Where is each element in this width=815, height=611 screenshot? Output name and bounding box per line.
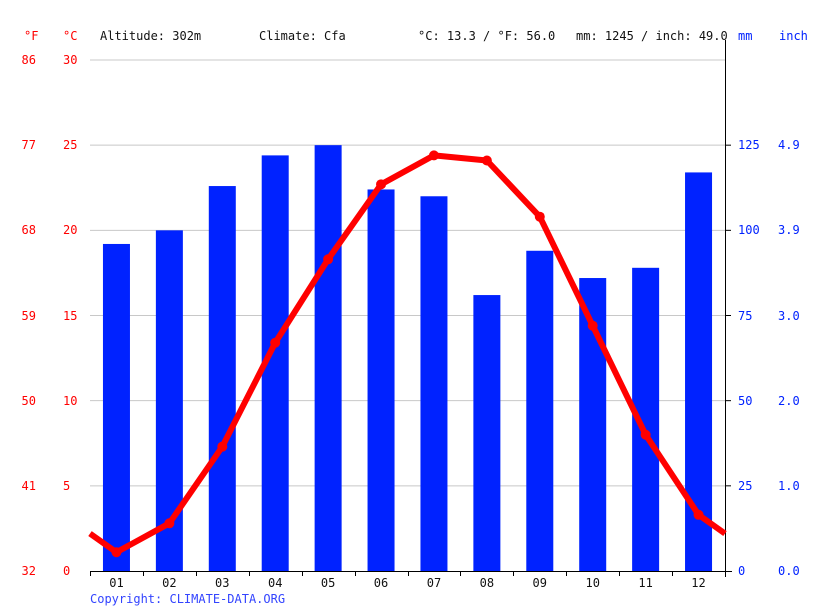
fahrenheit-tick-label: 32 — [21, 564, 36, 578]
precipitation-bar — [420, 196, 448, 571]
mm-tick-label: 0 — [738, 564, 746, 578]
temperature-point — [534, 211, 545, 222]
copyright-label: Copyright: CLIMATE-DATA.ORG — [90, 592, 286, 606]
precipitation-bars — [102, 145, 713, 572]
temperature-point — [587, 320, 598, 331]
month-tick-label: 10 — [585, 576, 600, 590]
inch-tick-label: 4.9 — [778, 138, 800, 153]
precipitation-bar — [526, 250, 554, 572]
month-tick-label: 02 — [162, 576, 177, 590]
fahrenheit-tick-label: 68 — [21, 223, 36, 238]
precipitation-bar — [473, 295, 501, 571]
fahrenheit-tick-label: 77 — [21, 138, 36, 153]
mm-tick-label: 25 — [738, 478, 753, 493]
month-tick-label: 12 — [691, 576, 706, 590]
celsius-tick-label: 10 — [63, 393, 78, 408]
mm-tick-label: 125 — [738, 138, 760, 153]
temperature-point — [164, 518, 175, 529]
mm-unit-label: mm — [738, 29, 753, 43]
precipitation-bar — [367, 189, 395, 571]
inch-tick-label: 3.0 — [778, 308, 800, 323]
month-tick-label: 11 — [638, 576, 653, 590]
inch-tick-label: 0.0 — [778, 564, 800, 578]
fahrenheit-tick-label: 41 — [21, 478, 36, 493]
month-tick-label: 09 — [532, 576, 547, 590]
celsius-tick-label: 20 — [63, 223, 78, 238]
temperature-point — [376, 179, 387, 190]
mm-tick-label: 50 — [738, 393, 753, 408]
fahrenheit-tick-label: 50 — [21, 393, 36, 408]
inch-tick-label: 1.0 — [778, 478, 800, 493]
grid-lines — [90, 59, 725, 487]
temperature-point — [111, 547, 122, 558]
temperature-point — [693, 509, 704, 520]
inch-tick-label: 3.9 — [778, 223, 800, 238]
precipitation-bar — [314, 145, 342, 571]
celsius-tick-label: 15 — [63, 308, 78, 323]
temperature-point — [481, 155, 492, 166]
temperature-point — [217, 441, 228, 452]
average-temperature-label: °C: 13.3 / °F: 56.0 — [418, 29, 556, 43]
temperature-polyline — [88, 152, 727, 556]
month-tick-label: 05 — [320, 576, 336, 590]
inch-unit-label: inch — [779, 29, 808, 43]
temperature-point — [640, 429, 651, 440]
fahrenheit-tick-label: 86 — [21, 53, 36, 67]
fahrenheit-unit-label: °F — [24, 29, 39, 43]
altitude-label: Altitude: 302m — [100, 29, 202, 43]
precipitation-bar — [102, 243, 130, 571]
climate-label: Climate: Cfa — [259, 29, 346, 43]
month-tick-label: 04 — [267, 576, 283, 590]
celsius-tick-label: 0 — [63, 564, 71, 578]
temperature-point — [270, 337, 281, 348]
inch-tick-label: 2.0 — [778, 393, 800, 408]
precipitation-bar — [208, 186, 236, 571]
month-tick-label: 01 — [109, 576, 124, 590]
total-precipitation-label: mm: 1245 / inch: 49.0 — [576, 29, 728, 43]
celsius-tick-label: 30 — [63, 53, 78, 67]
month-tick-label: 03 — [215, 576, 230, 590]
mm-tick-label: 100 — [738, 223, 760, 238]
month-tick-label: 06 — [373, 576, 389, 590]
mm-tick-label: 75 — [738, 308, 753, 323]
month-tick-label: 07 — [426, 576, 442, 590]
temperature-point — [428, 150, 439, 161]
chart-axes — [90, 40, 732, 577]
temperature-point — [323, 254, 334, 265]
celsius-tick-label: 25 — [63, 138, 78, 153]
celsius-tick-label: 5 — [63, 478, 71, 493]
temperature-line — [88, 150, 727, 558]
fahrenheit-tick-label: 59 — [21, 308, 36, 323]
month-tick-label: 08 — [479, 576, 495, 590]
celsius-unit-label: °C — [63, 29, 78, 43]
